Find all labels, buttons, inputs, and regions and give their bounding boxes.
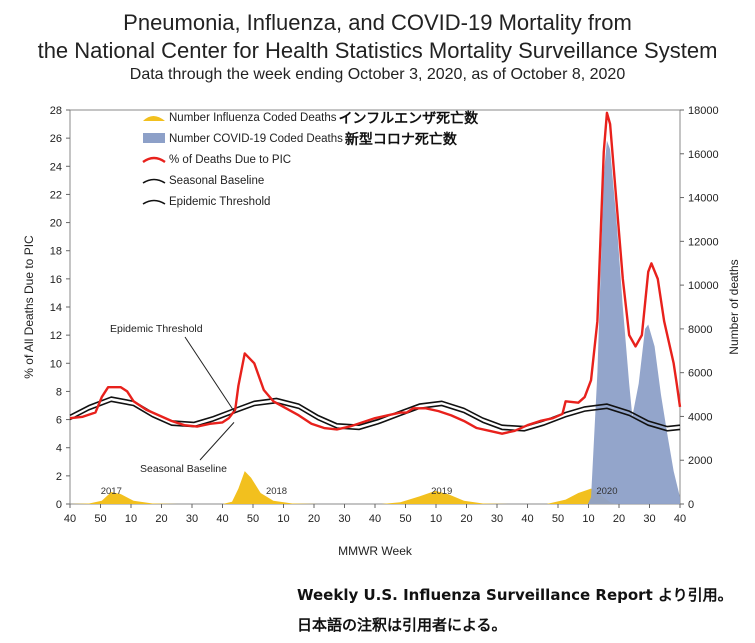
chart-title-line1: Pneumonia, Influenza, and COVID-19 Morta… [123, 10, 632, 35]
y-left-tick-label: 10 [50, 358, 62, 370]
y-left-tick-label: 26 [50, 133, 62, 145]
y-right-tick-label: 2000 [688, 455, 712, 467]
legend-label: Number Influenza Coded Deaths [169, 112, 337, 124]
x-tick-label: 20 [308, 513, 320, 525]
y-left-tick-label: 6 [56, 415, 62, 427]
legend-label: % of Deaths Due to PIC [169, 154, 291, 166]
x-tick-label: 40 [521, 513, 533, 525]
y-left-tick-label: 28 [50, 105, 62, 117]
legend-japanese-note: 新型コロナ死亡数 [345, 131, 458, 148]
season-label: 2017 [101, 486, 122, 497]
x-axis-label: MMWR Week [338, 544, 413, 558]
y-left-tick-label: 22 [50, 189, 62, 201]
legend-swatch-black [142, 178, 166, 184]
pic-percent-line [69, 111, 682, 435]
y-left-tick-label: 4 [56, 443, 62, 455]
y-left-tick-label: 16 [50, 274, 62, 286]
x-tick-label: 40 [64, 513, 76, 525]
y-right-axis-label: Number of deaths [727, 259, 741, 354]
y-right-tick-label: 12000 [688, 236, 719, 248]
mortality-chart: 0246810121416182022242628020004000600080… [22, 105, 741, 558]
season-label: 2020 [596, 486, 617, 497]
legend-swatch-pic [142, 156, 166, 163]
x-tick-label: 30 [338, 513, 350, 525]
legend-label: Epidemic Threshold [169, 196, 270, 208]
legend-japanese-note: インフルエンザ死亡数 [339, 110, 480, 127]
y-right-tick-label: 8000 [688, 324, 712, 336]
annotation-arrow-threshold [184, 336, 235, 412]
annotation-seasonal-baseline: Seasonal Baseline [140, 463, 227, 475]
influenza-deaths-area [70, 471, 680, 504]
x-tick-label: 40 [674, 513, 686, 525]
plot-frame [69, 109, 681, 505]
legend-swatch-influenza [143, 116, 165, 121]
chart-title-line2: the National Center for Health Statistic… [37, 38, 718, 63]
y-right-tick-label: 14000 [688, 193, 719, 205]
x-tick-label: 40 [369, 513, 381, 525]
legend-swatch-black [142, 199, 166, 205]
x-tick-label: 20 [155, 513, 167, 525]
epidemic-threshold-line [69, 396, 681, 428]
y-left-tick-label: 8 [56, 386, 62, 398]
x-tick-label: 50 [399, 513, 411, 525]
y-right-tick-label: 16000 [688, 149, 719, 161]
y-right-tick-label: 6000 [688, 368, 712, 380]
legend-label: Seasonal Baseline [169, 175, 264, 187]
citation-line1: Weekly U.S. Influenza Surveillance Repor… [297, 586, 733, 604]
legend-label: Number COVID-19 Coded Deaths [169, 133, 343, 145]
x-tick-label: 10 [430, 513, 442, 525]
y-left-tick-label: 20 [50, 218, 62, 230]
x-tick-label: 40 [216, 513, 228, 525]
y-left-tick-label: 12 [50, 330, 62, 342]
season-label: 2018 [266, 486, 287, 497]
x-tick-label: 50 [552, 513, 564, 525]
y-right-tick-label: 0 [688, 499, 694, 511]
y-left-tick-label: 2 [56, 471, 62, 483]
covid-deaths-area [587, 140, 680, 504]
x-tick-label: 50 [94, 513, 106, 525]
x-tick-label: 30 [186, 513, 198, 525]
seasonal-baseline-line [69, 400, 681, 432]
x-tick-label: 10 [125, 513, 137, 525]
y-left-tick-label: 18 [50, 246, 62, 258]
y-left-tick-label: 14 [50, 302, 62, 314]
y-right-tick-label: 18000 [688, 105, 719, 117]
x-tick-label: 30 [643, 513, 655, 525]
x-tick-label: 20 [613, 513, 625, 525]
x-tick-label: 30 [491, 513, 503, 525]
x-tick-label: 10 [582, 513, 594, 525]
annotation-epidemic-threshold: Epidemic Threshold [110, 323, 203, 335]
legend-swatch-covid [143, 133, 165, 143]
season-label: 2019 [431, 486, 452, 497]
annotation-arrow-baseline [199, 422, 235, 461]
y-left-tick-label: 0 [56, 499, 62, 511]
y-left-axis-label: % of All Deaths Due to PIC [22, 235, 36, 379]
x-tick-label: 50 [247, 513, 259, 525]
y-right-tick-label: 10000 [688, 280, 719, 292]
chart-subtitle: Data through the week ending October 3, … [129, 66, 626, 83]
y-right-tick-label: 4000 [688, 411, 712, 423]
x-tick-label: 20 [460, 513, 472, 525]
citation-line2: 日本語の注釈は引用者による。 [297, 616, 507, 634]
x-tick-label: 10 [277, 513, 289, 525]
y-left-tick-label: 24 [50, 161, 62, 173]
